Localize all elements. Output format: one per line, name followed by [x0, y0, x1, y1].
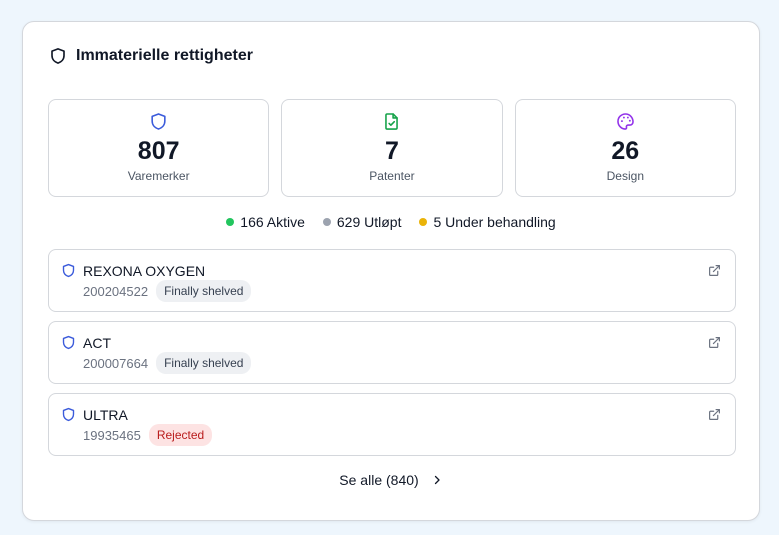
shield-icon	[151, 113, 166, 130]
legend-label: 5 Under behandling	[433, 214, 556, 230]
list-item[interactable]: REXONA OXYGEN 200204522 Finally shelved	[48, 249, 736, 312]
stat-trademarks[interactable]: 807 Varemerker	[48, 99, 270, 197]
see-all-label: Se alle (840)	[339, 472, 419, 488]
external-link-icon[interactable]	[708, 408, 721, 421]
shield-icon	[51, 48, 65, 64]
item-meta: 200007664 Finally shelved	[83, 352, 252, 374]
item-number: 200204522	[83, 283, 149, 299]
legend-pending: 5 Under behandling	[419, 214, 556, 230]
stat-value: 7	[385, 137, 399, 165]
card-title: Immaterielle rettigheter	[76, 47, 253, 64]
status-dot	[226, 218, 235, 226]
item-meta: 19935465 Rejected	[83, 424, 213, 446]
see-all-button[interactable]: Se alle (840)	[23, 472, 759, 488]
status-dot	[419, 218, 428, 226]
status-dot	[322, 218, 331, 226]
stat-label: Patenter	[369, 169, 415, 183]
stat-label: Varemerker	[127, 169, 190, 183]
stat-value: 807	[137, 137, 180, 165]
item-number: 200007664	[83, 355, 149, 371]
status-badge: Finally shelved	[156, 280, 252, 302]
item-title: ACT	[83, 335, 111, 351]
item-meta: 200204522 Finally shelved	[83, 280, 252, 302]
file-check-icon	[385, 113, 399, 130]
list-item[interactable]: ULTRA 19935465 Rejected	[48, 393, 736, 456]
external-link-icon[interactable]	[708, 336, 721, 349]
card-header: Immaterielle rettigheter	[49, 47, 253, 65]
shield-icon	[62, 407, 75, 422]
item-title: ULTRA	[83, 407, 128, 423]
ip-rights-card: Immaterielle rettigheter 807 Varemerker …	[22, 21, 760, 521]
stat-label: Design	[606, 169, 644, 183]
stat-patents[interactable]: 7 Patenter	[281, 99, 503, 197]
stat-design[interactable]: 26 Design	[514, 99, 736, 197]
status-legend: 166 Aktive 629 Utløpt 5 Under behandling	[23, 214, 759, 230]
shield-icon	[62, 263, 75, 278]
rights-list: REXONA OXYGEN 200204522 Finally shelved …	[48, 249, 736, 465]
palette-icon	[617, 113, 634, 130]
status-badge: Rejected	[148, 424, 213, 446]
stats-row: 807 Varemerker 7 Patenter 26 Design	[48, 99, 736, 197]
list-item[interactable]: ACT 200007664 Finally shelved	[48, 321, 736, 384]
legend-label: 166 Aktive	[240, 214, 305, 230]
legend-label: 629 Utløpt	[336, 214, 402, 230]
external-link-icon[interactable]	[708, 264, 721, 277]
legend-expired: 629 Utløpt	[322, 214, 402, 230]
item-number: 19935465	[83, 427, 141, 443]
status-badge: Finally shelved	[156, 352, 252, 374]
legend-active: 166 Aktive	[226, 214, 305, 230]
stat-value: 26	[611, 137, 640, 165]
chevron-right-icon	[434, 475, 440, 485]
item-title: REXONA OXYGEN	[83, 263, 206, 279]
shield-icon	[62, 335, 75, 350]
